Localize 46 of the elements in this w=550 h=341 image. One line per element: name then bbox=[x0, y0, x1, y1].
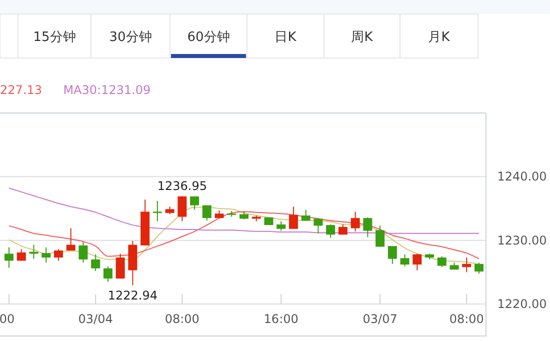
candlestick bbox=[288, 206, 298, 230]
y-tick-label: 1230.00 bbox=[497, 233, 547, 248]
candlestick bbox=[350, 211, 360, 232]
line-series bbox=[8, 211, 480, 260]
candlestick bbox=[276, 220, 286, 232]
candlestick bbox=[42, 246, 51, 264]
candlestick bbox=[91, 254, 100, 272]
x-tick-label: 08:00 bbox=[164, 312, 200, 326]
y-tick-label: 1220.00 bbox=[497, 297, 547, 311]
text: MA30:1231.09 bbox=[63, 83, 151, 97]
candlestick bbox=[152, 200, 162, 222]
candlestick bbox=[363, 216, 372, 238]
candlestick bbox=[178, 196, 187, 222]
x-tick-label: 00 bbox=[0, 312, 15, 326]
candlestick bbox=[400, 254, 410, 267]
candlestick bbox=[103, 266, 112, 282]
x-tick-label: 08:00 bbox=[449, 312, 484, 326]
candlestick bbox=[116, 253, 125, 280]
x-tick-label: 03/04 bbox=[78, 312, 113, 326]
text: 日K bbox=[274, 30, 297, 45]
x-tick-label: 03/07 bbox=[362, 312, 398, 326]
candlestick bbox=[202, 204, 212, 222]
text: 227.13 bbox=[0, 83, 42, 97]
candlestick bbox=[376, 225, 385, 248]
text: 月K bbox=[428, 30, 450, 45]
y-tick-label: 1240.00 bbox=[497, 170, 547, 184]
candlestick bbox=[54, 248, 63, 262]
candlestick bbox=[462, 257, 472, 273]
text: 30分钟 bbox=[109, 30, 152, 45]
candlestick bbox=[326, 224, 336, 238]
annotation: 1222.94 bbox=[108, 288, 158, 302]
candlestick bbox=[314, 218, 323, 234]
x-tick-label: 16:00 bbox=[264, 312, 298, 326]
candlestick bbox=[437, 256, 446, 268]
candlestick bbox=[388, 246, 397, 264]
candlestick bbox=[78, 242, 88, 264]
text: 60分钟 bbox=[187, 30, 230, 45]
candlestick bbox=[412, 253, 422, 271]
line-series bbox=[8, 206, 480, 266]
text: 15分钟 bbox=[33, 30, 76, 45]
candlestick bbox=[190, 196, 200, 210]
candlestick bbox=[66, 228, 76, 252]
candlestick bbox=[474, 262, 484, 274]
annotation: 1236.95 bbox=[157, 179, 207, 194]
candlestick bbox=[4, 246, 14, 268]
text: 周K bbox=[351, 30, 374, 45]
